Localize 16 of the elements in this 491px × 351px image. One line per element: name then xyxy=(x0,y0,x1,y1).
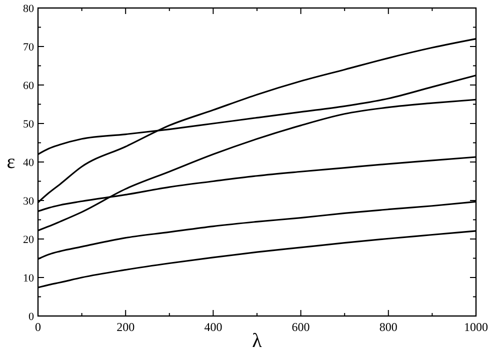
x-tick-label: 600 xyxy=(292,320,310,334)
y-tick-label: 70 xyxy=(23,42,34,54)
y-tick-label: 50 xyxy=(23,118,34,130)
y-axis-title: ε xyxy=(6,151,16,173)
y-tick-label: 40 xyxy=(23,157,34,169)
y-tick-label: 0 xyxy=(28,311,34,323)
x-axis-title: λ xyxy=(252,330,262,351)
y-tick-label: 30 xyxy=(23,196,34,208)
y-tick-label: 60 xyxy=(23,80,34,92)
y-tick-label: 20 xyxy=(23,234,34,246)
y-tick-label: 10 xyxy=(23,272,34,284)
x-tick-label: 400 xyxy=(204,320,222,334)
x-tick-label: 200 xyxy=(116,320,135,334)
x-tick-label: 800 xyxy=(379,320,398,334)
x-tick-label: 1000 xyxy=(464,320,488,334)
y-tick-label: 80 xyxy=(23,3,34,15)
